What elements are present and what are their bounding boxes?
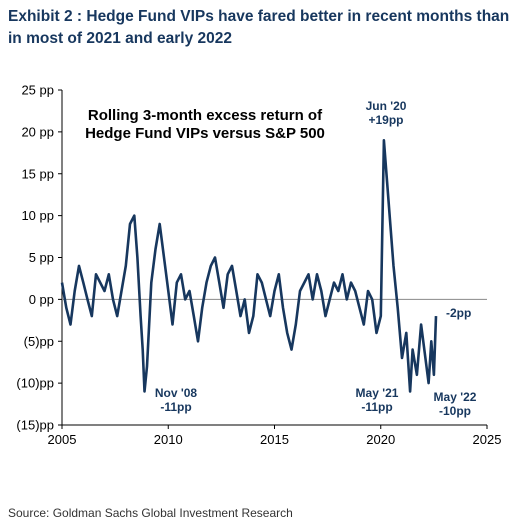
y-tick-label: (10)pp [16, 376, 54, 391]
annotation-label: Jun '20 [366, 99, 407, 113]
y-tick-label: 25 pp [21, 83, 54, 98]
y-tick-label: 5 pp [29, 250, 54, 265]
source-note: Source: Goldman Sachs Global Investment … [8, 506, 293, 520]
x-tick-label: 2015 [260, 432, 289, 447]
y-tick-label: 20 pp [21, 124, 54, 139]
series-line [60, 139, 438, 393]
axes: 25 pp 20 pp 15 pp 10 pp 5 pp 0 pp (5)pp (10)pp (… [16, 83, 501, 448]
annotation-label: -10pp [439, 404, 471, 418]
chart-title: Exhibit 2 : Hedge Fund VIPs have fared b… [8, 8, 510, 47]
x-tick-label: 2005 [48, 432, 77, 447]
x-tick-label: 2020 [366, 432, 395, 447]
annotation-label: +19pp [368, 113, 403, 127]
y-tick-label: (5)pp [24, 334, 54, 349]
annotation-label: May '22 [434, 390, 477, 404]
annotation-label: -11pp [160, 400, 191, 414]
inset-title-line: Rolling 3-month excess return of [88, 107, 323, 124]
y-tick-label: (15)pp [16, 418, 54, 433]
annotation-label: Nov '08 [155, 386, 198, 400]
y-tick-label: 0 pp [29, 292, 54, 307]
y-tick-label: 10 pp [21, 208, 54, 223]
series-layer [60, 139, 438, 393]
inset-title-line: Hedge Fund VIPs versus S&P 500 [85, 125, 325, 142]
annotation-label: -2pp [446, 306, 471, 320]
y-tick-label: 15 pp [21, 166, 54, 181]
x-tick-label: 2010 [154, 432, 183, 447]
annotation-label: May '21 [356, 386, 399, 400]
annotation-label: -11pp [361, 400, 392, 414]
x-tick-label: 2025 [473, 432, 502, 447]
